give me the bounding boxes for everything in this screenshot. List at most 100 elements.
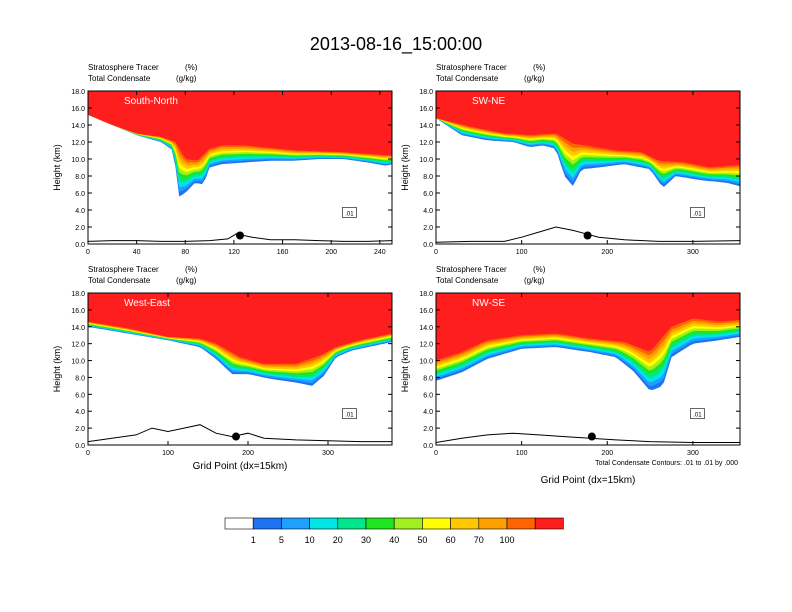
y-tick-label: 2.0 [423,225,433,232]
subtitle-line-2: Total Condensate [436,74,499,83]
panel-1: South-North Stratosphere Tracer (%) Total C… [52,63,393,256]
contour-label: .01 [345,413,354,419]
y-tick-label: 12.0 [419,140,433,147]
colorbar-swatch [506,517,536,530]
subtitle-line-1: Stratosphere Tracer [88,63,159,72]
contour-footnote: Total Condensate Contours: .01 to .01 by… [595,460,738,467]
tracer-band-11 [436,293,740,361]
plot-content [88,91,392,242]
y-tick-label: 0.0 [423,443,433,450]
y-tick-label: 10.0 [71,157,85,164]
colorbar-swatch [252,517,282,530]
panel-label: NW-SE [472,298,505,309]
location-marker [232,432,240,441]
colorbar: 1 5 10 20 30 40 50 60 70 100 [224,517,564,545]
subtitle-units-1: (%) [533,265,546,274]
panel-3: West-East Stratosphere Tracer (%) Total Con… [52,265,393,472]
contour-label-box [690,408,705,419]
y-tick-label: 2.0 [423,426,433,433]
subtitle-line-2: Total Condensate [436,276,499,285]
tracer-band-11 [436,91,740,168]
y-tick-label: 2.0 [75,426,85,433]
x-tick-label: 40 [133,249,141,256]
subtitle-units-2: (g/kg) [524,74,545,83]
y-tick-label: 10.0 [419,359,433,366]
plot-content [436,91,740,243]
colorbar-swatch [422,517,451,530]
panel-label: South-North [124,96,178,107]
x-tick-label: 0 [434,249,438,256]
y-axis-label: Height (km) [52,144,62,191]
colorbar-swatch [534,517,564,530]
colorbar-label: 1 [251,535,256,545]
panel-4: NW-SE Stratosphere Tracer (%) Total Condens… [400,265,741,486]
contour-label-box [342,207,357,218]
x-tick-label: 300 [687,450,699,457]
colorbar-label: 100 [499,535,514,545]
colorbar-swatch [450,517,480,530]
location-marker [587,432,596,441]
terrain-line [88,424,392,443]
y-tick-label: 14.0 [419,325,433,332]
y-tick-label: 16.0 [71,106,85,113]
y-tick-label: 8.0 [75,375,85,382]
x-tick-label: 0 [86,249,90,256]
y-tick-label: 12.0 [71,140,85,147]
y-tick-label: 6.0 [423,392,433,399]
y-tick-label: 14.0 [419,123,433,130]
y-axis-label: Height (km) [400,346,410,393]
tracer-band-11 [88,91,392,161]
x-tick-label: 0 [86,450,90,457]
y-tick-label: 0.0 [75,242,85,249]
subtitle-line-2: Total Condensate [88,74,151,83]
y-tick-label: 0.0 [423,242,433,249]
y-tick-label: 18.0 [71,89,85,96]
y-tick-label: 14.0 [71,325,85,332]
panels: South-North Stratosphere Tracer (%) Total C… [52,63,741,486]
y-tick-label: 18.0 [419,291,433,298]
subtitle-line-1: Stratosphere Tracer [436,63,507,72]
contour-label: .01 [345,211,354,217]
plot-frame [87,90,393,245]
x-axis-label: Grid Point (dx=15km) [193,461,288,472]
colorbar-swatch [337,517,367,530]
panel-2: SW-NE Stratosphere Tracer (%) Total Condens… [400,63,741,256]
y-tick-label: 4.0 [75,208,85,215]
x-tick-label: 100 [162,450,174,457]
colorbar-swatch [224,517,254,530]
colorbar-swatch [478,517,508,530]
colorbar-label: 10 [305,535,315,545]
y-tick-label: 4.0 [423,409,433,416]
colorbar-swatch [365,517,395,530]
x-tick-label: 200 [325,249,337,256]
y-tick-label: 8.0 [75,174,85,181]
colorbar-label: 30 [361,535,371,545]
colorbar-label: 5 [279,535,284,545]
x-tick-label: 100 [516,249,528,256]
y-tick-label: 16.0 [419,308,433,315]
colorbar-swatch [393,517,423,530]
y-tick-label: 0.0 [75,443,85,450]
y-tick-label: 10.0 [71,359,85,366]
y-tick-label: 8.0 [423,174,433,181]
colorbar-label: 20 [333,535,343,545]
contour-label-box [690,207,705,218]
colorbar-label: 60 [446,535,456,545]
plot-content [436,293,740,443]
colorbar-label: 40 [389,535,399,545]
y-tick-label: 6.0 [75,392,85,399]
x-tick-label: 300 [322,450,334,457]
tracer-band-11 [88,293,392,364]
subtitle-units-2: (g/kg) [176,74,197,83]
subtitle-units-2: (g/kg) [524,276,545,285]
colorbar-label: 50 [417,535,427,545]
colorbar-swatch [281,517,310,530]
y-tick-label: 12.0 [419,342,433,349]
x-tick-label: 100 [516,450,528,457]
contour-label: .01 [693,413,702,419]
y-tick-label: 10.0 [419,157,433,164]
plot-content [88,293,392,443]
terrain-line [436,432,740,443]
plot-frame [435,292,741,446]
